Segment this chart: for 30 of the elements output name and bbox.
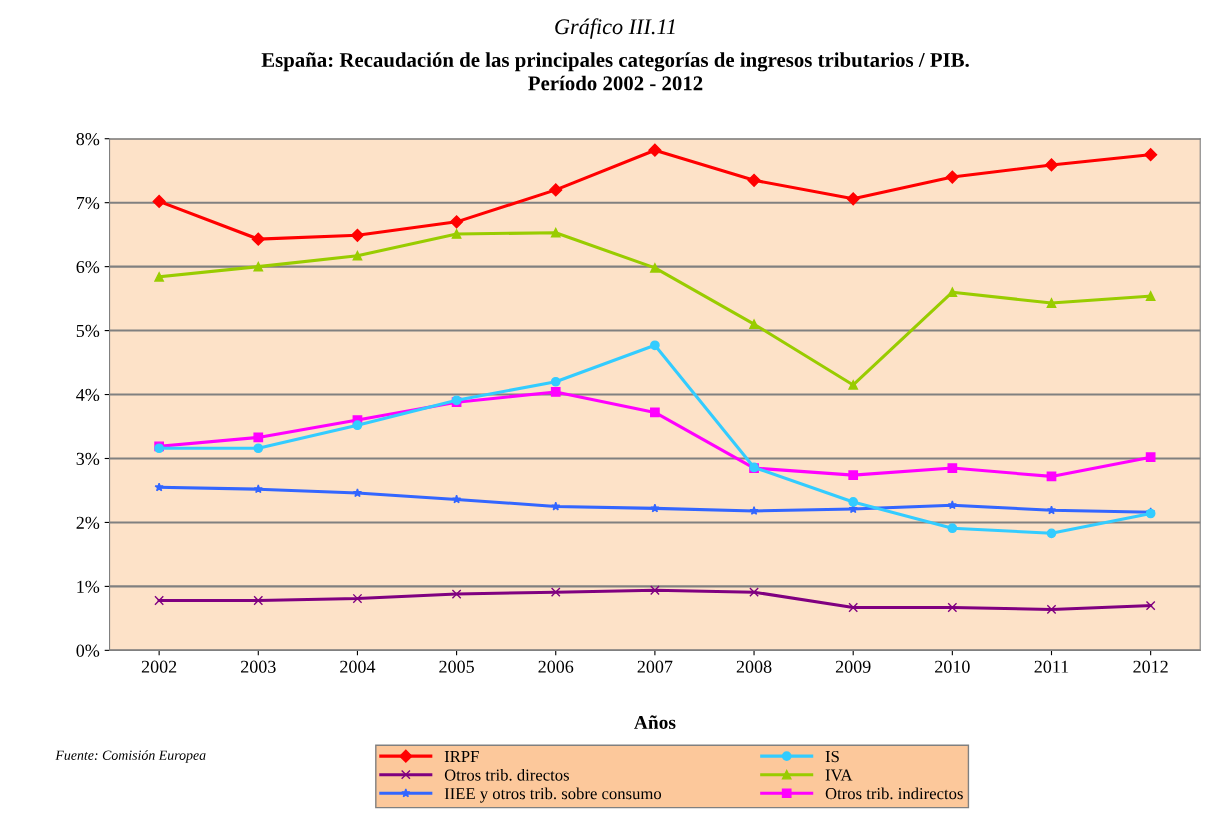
x-tick-label: 2010 bbox=[935, 660, 970, 673]
y-tick-label: 6% bbox=[76, 260, 100, 274]
x-tick-label: 2012 bbox=[1133, 660, 1168, 673]
x-tick-label: 2005 bbox=[439, 660, 474, 673]
x-tick-label: 2003 bbox=[241, 660, 276, 673]
source-note: Fuente: Comisión Europea bbox=[55, 750, 206, 763]
legend-label: IVA bbox=[825, 769, 853, 781]
chart-subtitle: España: Recaudación de las principales categorías de ingresos tributarios / PIB. Período 2002 - 2012 bbox=[261, 52, 969, 91]
y-tick-label: 3% bbox=[76, 452, 100, 465]
y-tick-label: 1% bbox=[77, 580, 100, 593]
x-tick-label: 2006 bbox=[538, 660, 574, 673]
x-tick-label: 2011 bbox=[1034, 660, 1069, 673]
x-tick-label: 2009 bbox=[835, 660, 871, 673]
x-tick-label: 2008 bbox=[736, 660, 772, 673]
legend-label: IIEE y otros trib. sobre consumo bbox=[444, 787, 662, 803]
y-tick-label: 5% bbox=[76, 324, 100, 338]
y-tick-label: 2% bbox=[76, 516, 100, 529]
y-tick-label: 0% bbox=[76, 644, 100, 657]
legend-label: IS bbox=[825, 750, 839, 763]
legend-label: Otros trib. directos bbox=[444, 768, 569, 781]
x-axis-title: Años bbox=[634, 715, 676, 730]
legend-label: Otros trib. indirectos bbox=[825, 787, 963, 800]
y-tick-label: 8% bbox=[76, 132, 100, 146]
y-tick-label: 7% bbox=[76, 196, 100, 210]
legend-label: IRPF bbox=[444, 751, 479, 762]
y-tick-label: 4% bbox=[76, 388, 100, 402]
x-tick-label: 2007 bbox=[637, 660, 673, 673]
chart-title: Gráfico III.11 bbox=[555, 18, 675, 39]
x-tick-label: 2002 bbox=[141, 660, 177, 673]
x-tick-label: 2004 bbox=[340, 660, 376, 673]
